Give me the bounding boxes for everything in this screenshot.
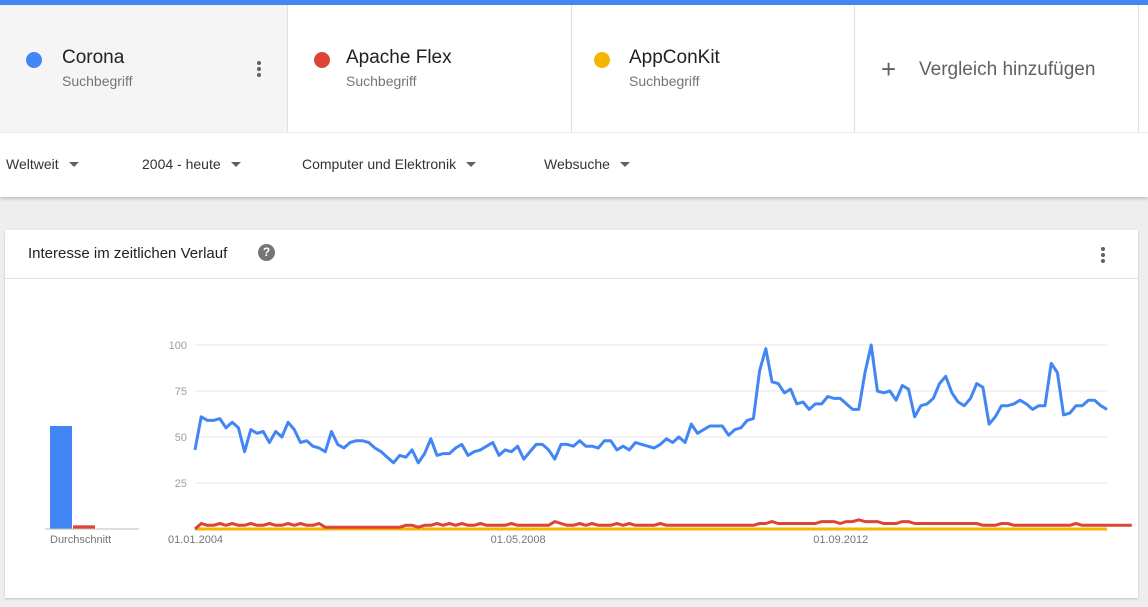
y-tick-label: 50 — [175, 432, 187, 444]
top-accent-bar — [0, 0, 1148, 5]
caret-down-icon — [230, 161, 241, 167]
series-color-dot — [594, 52, 610, 68]
term-card-corona[interactable]: Corona Suchbegriff — [0, 5, 288, 132]
series-line-apache-flex — [194, 518, 1132, 531]
plus-icon: + — [881, 54, 897, 84]
more-vert-icon[interactable] — [1101, 247, 1105, 265]
average-bar — [50, 425, 72, 529]
interest-line-chart: 25 50 75 100 01.01.2004 01.05.2008 01.09.2012 D… — [45, 340, 1132, 546]
series-color-dot — [26, 52, 42, 68]
more-vert-icon[interactable] — [257, 61, 261, 79]
filter-category-dropdown[interactable]: Computer und Elektronik — [302, 156, 477, 172]
help-icon[interactable]: ? — [258, 244, 275, 261]
term-type: Suchbegriff — [629, 73, 700, 89]
caret-down-icon — [619, 161, 630, 167]
series-color-dot — [314, 52, 330, 68]
caret-down-icon — [466, 161, 477, 167]
comparison-terms-bar: Corona Suchbegriff Apache Flex Suchbegri… — [0, 5, 1148, 132]
filter-label: Weltweit — [6, 156, 59, 172]
y-tick-label: 75 — [175, 386, 187, 398]
card-title: Interesse im zeitlichen Verlauf — [28, 245, 228, 262]
interest-over-time-card: Interesse im zeitlichen Verlauf ? 25 50 75… — [5, 230, 1138, 598]
x-tick-label: 01.05.2008 — [491, 534, 546, 546]
y-tick-label: 100 — [169, 340, 187, 352]
x-tick-label: 01.01.2004 — [168, 534, 223, 546]
term-name: Corona — [62, 47, 125, 68]
divider — [5, 278, 1138, 279]
add-comparison-button[interactable]: + Vergleich hinzufügen — [855, 5, 1139, 132]
y-tick-label: 25 — [175, 478, 187, 490]
series-line-corona — [193, 343, 1108, 465]
filter-bar: Weltweit 2004 - heute Computer und Elekt… — [0, 133, 1148, 197]
filter-label: 2004 - heute — [142, 156, 221, 172]
term-type: Suchbegriff — [62, 73, 133, 89]
term-name: Apache Flex — [346, 47, 452, 68]
filter-time-dropdown[interactable]: 2004 - heute — [142, 156, 241, 172]
term-card-appconkit[interactable]: AppConKit Suchbegriff — [572, 5, 855, 132]
x-tick-label: 01.09.2012 — [813, 534, 868, 546]
average-bar — [73, 525, 95, 529]
add-comparison-label: Vergleich hinzufügen — [919, 59, 1096, 80]
term-card-apache-flex[interactable]: Apache Flex Suchbegriff — [288, 5, 572, 132]
term-type: Suchbegriff — [346, 73, 417, 89]
filter-label: Computer und Elektronik — [302, 156, 457, 172]
filter-label: Websuche — [544, 156, 610, 172]
average-label: Durchschnitt — [50, 534, 111, 546]
filter-region-dropdown[interactable]: Weltweit — [6, 156, 79, 172]
caret-down-icon — [68, 161, 79, 167]
filter-search-type-dropdown[interactable]: Websuche — [544, 156, 630, 172]
term-name: AppConKit — [629, 47, 720, 68]
